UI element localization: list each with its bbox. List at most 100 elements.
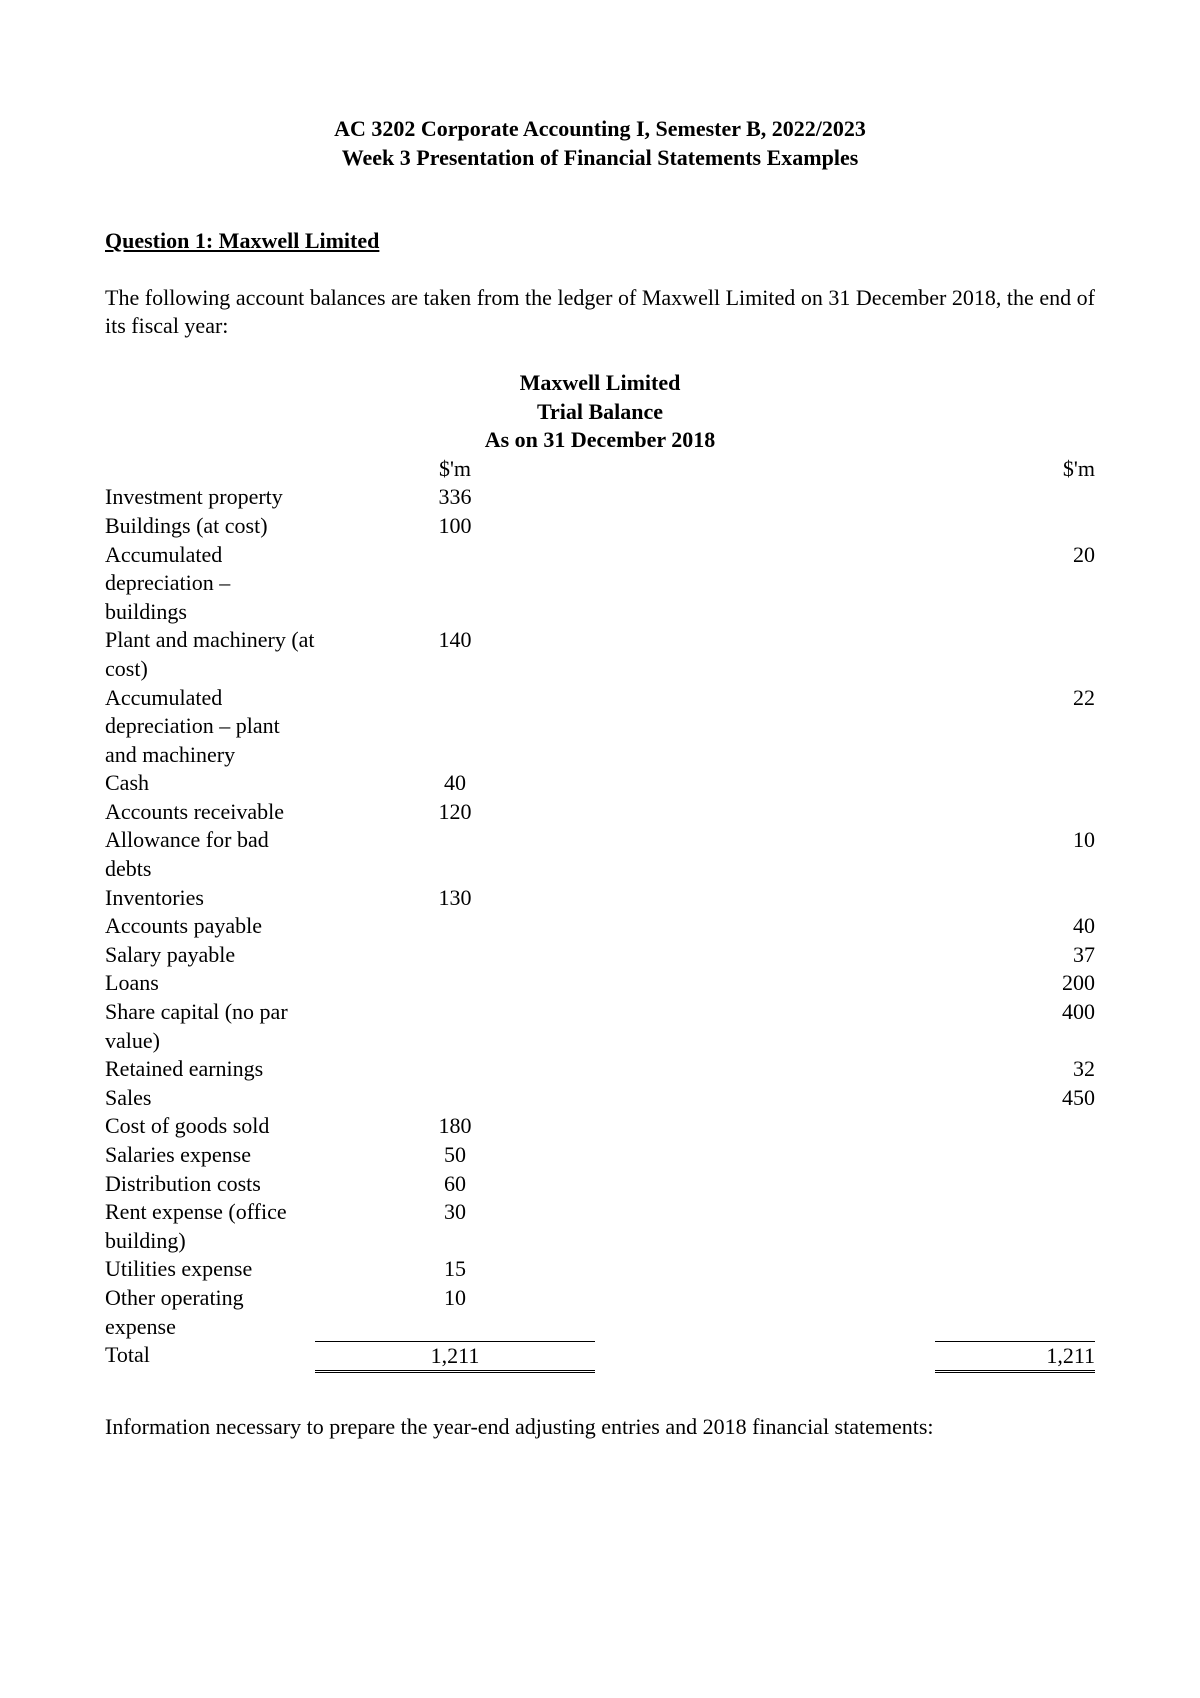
question-heading: Question 1: Maxwell Limited xyxy=(105,227,1095,256)
total-label: Total xyxy=(105,1341,315,1372)
table-row: Loans 200 xyxy=(105,969,1095,998)
row-label: Inventories xyxy=(105,884,315,913)
row-spacer xyxy=(595,1284,935,1341)
row-spacer xyxy=(595,1141,935,1170)
row-debit xyxy=(315,969,595,998)
row-credit: 450 xyxy=(935,1084,1095,1113)
table-row: Accounts receivable120 xyxy=(105,798,1095,827)
row-debit xyxy=(315,1055,595,1084)
row-label: Allowance for bad debts xyxy=(105,826,315,883)
row-spacer xyxy=(595,912,935,941)
row-credit xyxy=(935,1141,1095,1170)
row-credit: 20 xyxy=(935,541,1095,627)
row-credit: 32 xyxy=(935,1055,1095,1084)
header-line-1: AC 3202 Corporate Accounting I, Semester… xyxy=(105,115,1095,144)
row-label: Share capital (no par value) xyxy=(105,998,315,1055)
table-row: Allowance for bad debts 10 xyxy=(105,826,1095,883)
row-spacer xyxy=(595,1198,935,1255)
table-row: Share capital (no par value) 400 xyxy=(105,998,1095,1055)
table-row: Sales450 xyxy=(105,1084,1095,1113)
row-spacer xyxy=(595,541,935,627)
row-debit: 336 xyxy=(315,483,595,512)
row-spacer xyxy=(595,684,935,770)
table-row: Inventories130 xyxy=(105,884,1095,913)
row-label: Investment property xyxy=(105,483,315,512)
row-credit xyxy=(935,884,1095,913)
trial-balance-title-1: Maxwell Limited xyxy=(105,369,1095,398)
total-credit: 1,211 xyxy=(935,1341,1095,1372)
total-spacer xyxy=(595,1341,935,1372)
row-credit: 10 xyxy=(935,826,1095,883)
row-spacer xyxy=(595,1084,935,1113)
col-spacer xyxy=(595,455,935,484)
table-header-row: $'m $'m xyxy=(105,455,1095,484)
row-debit: 50 xyxy=(315,1141,595,1170)
row-spacer xyxy=(595,483,935,512)
row-debit xyxy=(315,998,595,1055)
table-row: Investment property336 xyxy=(105,483,1095,512)
row-credit xyxy=(935,798,1095,827)
intro-paragraph: The following account balances are taken… xyxy=(105,284,1095,341)
row-label: Accounts receivable xyxy=(105,798,315,827)
row-label: Loans xyxy=(105,969,315,998)
row-debit xyxy=(315,912,595,941)
row-spacer xyxy=(595,798,935,827)
row-debit xyxy=(315,1084,595,1113)
table-row: Accumulated depreciation – buildings 20 xyxy=(105,541,1095,627)
document-header: AC 3202 Corporate Accounting I, Semester… xyxy=(105,115,1095,172)
table-row: Other operating expense10 xyxy=(105,1284,1095,1341)
row-spacer xyxy=(595,1255,935,1284)
table-row: Cost of goods sold180 xyxy=(105,1112,1095,1141)
table-row: Accounts payable40 xyxy=(105,912,1095,941)
row-debit: 30 xyxy=(315,1198,595,1255)
row-spacer xyxy=(595,626,935,683)
row-debit: 180 xyxy=(315,1112,595,1141)
trial-balance-title-3: As on 31 December 2018 xyxy=(105,426,1095,455)
row-label: Retained earnings xyxy=(105,1055,315,1084)
row-spacer xyxy=(595,1112,935,1141)
col-debit-header: $'m xyxy=(315,455,595,484)
row-debit: 140 xyxy=(315,626,595,683)
table-row: Salary payable37 xyxy=(105,941,1095,970)
row-debit: 60 xyxy=(315,1170,595,1199)
row-spacer xyxy=(595,884,935,913)
row-credit xyxy=(935,769,1095,798)
trial-balance-table: $'m $'m Investment property336Buildings … xyxy=(105,455,1095,1374)
table-row: Plant and machinery (at cost)140 xyxy=(105,626,1095,683)
row-credit xyxy=(935,1170,1095,1199)
row-spacer xyxy=(595,512,935,541)
row-debit: 15 xyxy=(315,1255,595,1284)
trial-balance-title-2: Trial Balance xyxy=(105,398,1095,427)
row-debit: 130 xyxy=(315,884,595,913)
row-label: Distribution costs xyxy=(105,1170,315,1199)
table-row: Accumulated depreciation – plant and mac… xyxy=(105,684,1095,770)
row-credit xyxy=(935,1255,1095,1284)
total-debit: 1,211 xyxy=(315,1341,595,1372)
row-label: Utilities expense xyxy=(105,1255,315,1284)
table-row: Retained earnings 32 xyxy=(105,1055,1095,1084)
row-credit: 200 xyxy=(935,969,1095,998)
col-credit-header: $'m xyxy=(935,455,1095,484)
row-spacer xyxy=(595,941,935,970)
closing-paragraph: Information necessary to prepare the yea… xyxy=(105,1413,1095,1442)
row-credit xyxy=(935,1198,1095,1255)
row-credit xyxy=(935,626,1095,683)
row-debit: 120 xyxy=(315,798,595,827)
row-label: Accumulated depreciation – plant and mac… xyxy=(105,684,315,770)
table-row: Distribution costs60 xyxy=(105,1170,1095,1199)
row-spacer xyxy=(595,826,935,883)
row-spacer xyxy=(595,1170,935,1199)
row-credit: 22 xyxy=(935,684,1095,770)
header-line-2: Week 3 Presentation of Financial Stateme… xyxy=(105,144,1095,173)
table-row: Cash40 xyxy=(105,769,1095,798)
row-label: Accumulated depreciation – buildings xyxy=(105,541,315,627)
row-credit xyxy=(935,1284,1095,1341)
row-credit: 400 xyxy=(935,998,1095,1055)
row-credit xyxy=(935,512,1095,541)
row-label: Salary payable xyxy=(105,941,315,970)
row-credit xyxy=(935,1112,1095,1141)
row-spacer xyxy=(595,1055,935,1084)
row-label: Cost of goods sold xyxy=(105,1112,315,1141)
col-label-header xyxy=(105,455,315,484)
row-label: Rent expense (office building) xyxy=(105,1198,315,1255)
